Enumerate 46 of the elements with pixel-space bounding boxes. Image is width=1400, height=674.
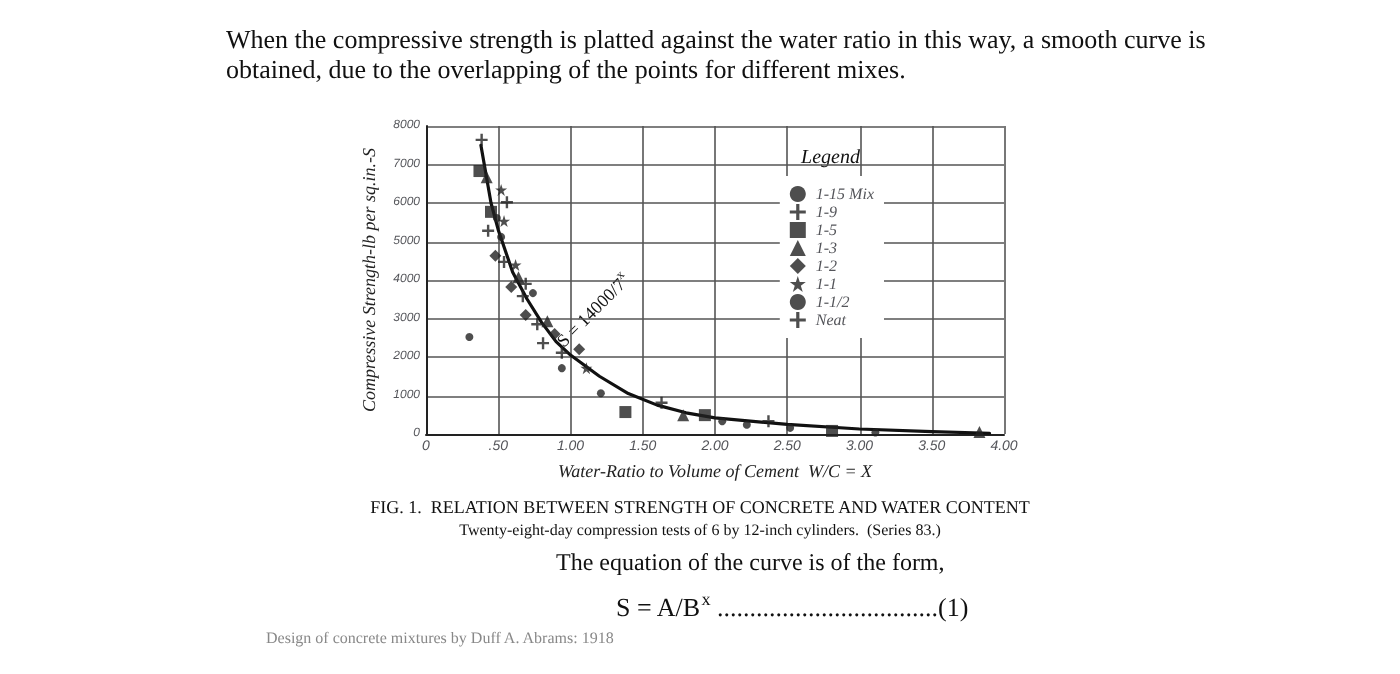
point bbox=[580, 362, 593, 375]
point bbox=[762, 415, 775, 428]
point bbox=[557, 364, 566, 373]
legend-label: 1-1/2 bbox=[815, 293, 850, 311]
point bbox=[677, 409, 690, 422]
point bbox=[492, 214, 501, 223]
point bbox=[509, 258, 522, 271]
point bbox=[465, 332, 474, 341]
point bbox=[871, 428, 880, 437]
point bbox=[489, 249, 502, 262]
point bbox=[786, 423, 795, 432]
text: Design of concrete mixtures by Duff A. Abrams: 1918 bbox=[266, 629, 614, 647]
point bbox=[573, 343, 586, 356]
point bbox=[826, 424, 839, 437]
legend-title: Legend bbox=[799, 147, 862, 169]
point bbox=[505, 280, 518, 293]
point bbox=[495, 183, 508, 196]
point bbox=[473, 165, 486, 178]
point bbox=[512, 271, 525, 284]
legend-label: 1-1 bbox=[815, 275, 838, 293]
legend-label: 1-15 Mix bbox=[815, 185, 875, 203]
text: The equation of the curve is of the form, bbox=[556, 548, 945, 576]
legend-label: 1-2 bbox=[815, 257, 838, 275]
point bbox=[698, 409, 711, 422]
text: FIG. 1. RELATION BETWEEN STRENGTH OF CONCRETE AND WATER CONTENT bbox=[370, 497, 1031, 517]
point bbox=[497, 232, 506, 241]
legend-label: 1-5 bbox=[815, 221, 838, 239]
point bbox=[475, 133, 488, 146]
text: When the compressive strength is platted against the water ratio in this way, a smooth curve is obtained, due to the overlapping of the points for different mixes. bbox=[226, 24, 1213, 84]
point bbox=[485, 205, 498, 218]
point bbox=[655, 396, 668, 409]
legend-label: 1-3 bbox=[815, 239, 838, 257]
point bbox=[528, 289, 537, 298]
point bbox=[541, 315, 554, 328]
point bbox=[619, 406, 632, 419]
legend-label: Neat bbox=[813, 311, 848, 329]
y-axis-title: Compressive Strength-lb per sq.in.-S bbox=[359, 146, 379, 413]
point bbox=[480, 171, 493, 184]
point bbox=[519, 309, 532, 322]
legend-label: 1-9 bbox=[815, 203, 838, 221]
text: Twenty-eight-day compression tests of 6 by 12-inch cylinders. (Series 83.) bbox=[459, 521, 942, 539]
point bbox=[718, 417, 727, 426]
point bbox=[596, 389, 605, 398]
point bbox=[742, 420, 751, 429]
x-axis-title: Water-Ratio to Volume of Cement W/C = X bbox=[557, 461, 874, 481]
point bbox=[973, 426, 986, 439]
